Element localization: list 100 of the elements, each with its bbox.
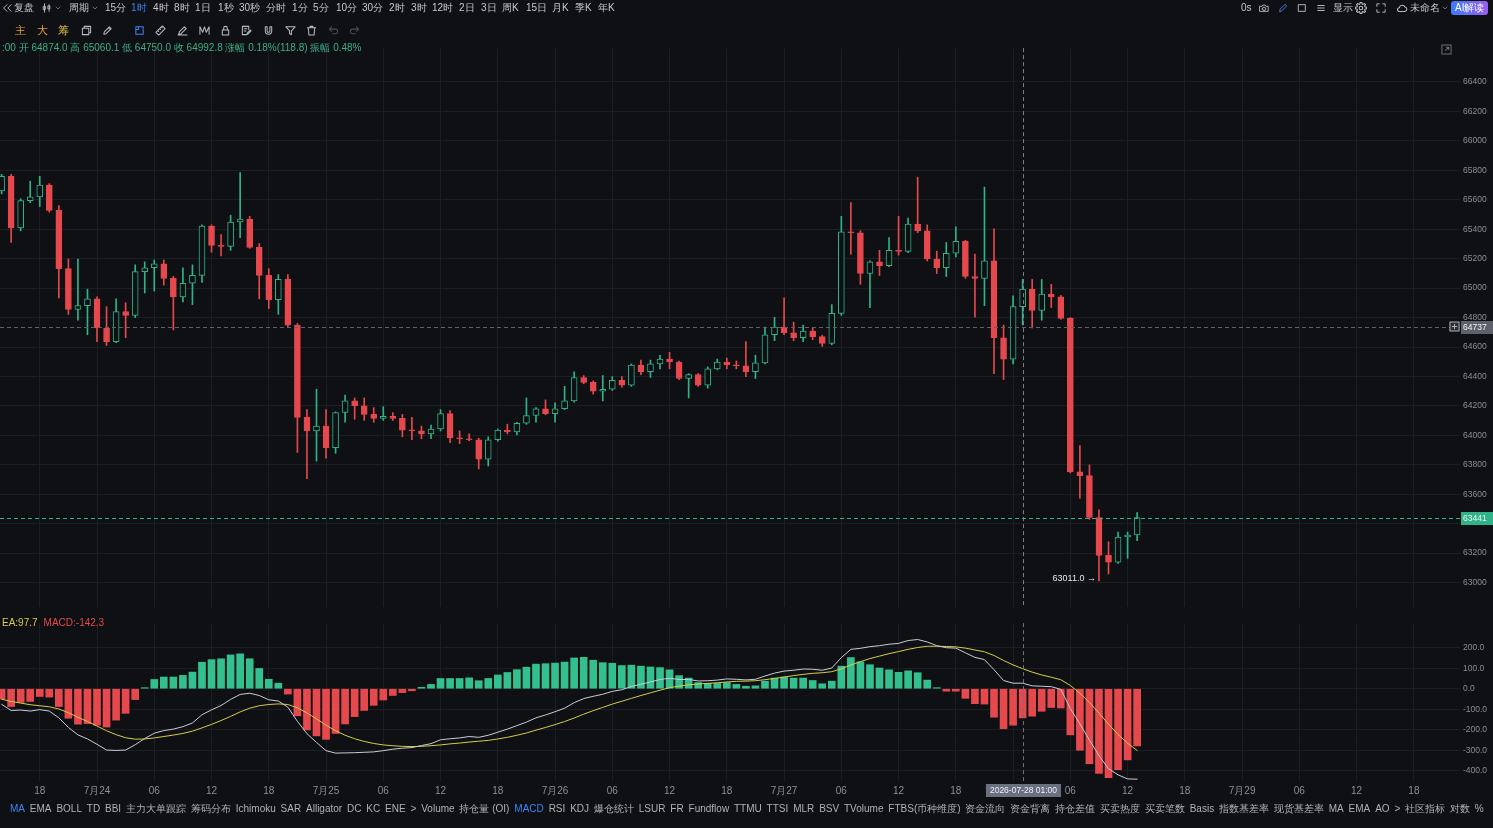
x-tick-label: 7月25: [312, 784, 340, 796]
bar: [341, 688, 349, 725]
text: 2时: [389, 2, 405, 14]
text: 季K: [575, 2, 592, 14]
text: 15日: [526, 2, 548, 14]
bar: [207, 659, 216, 689]
text: AI解读: [1451, 1, 1489, 15]
bar: [198, 661, 206, 689]
bar: [350, 688, 359, 717]
text: >: [1394, 803, 1401, 815]
candlestick: [971, 253, 979, 318]
text: MA: [1328, 803, 1344, 815]
bar: [856, 661, 865, 689]
bar: [1009, 688, 1017, 726]
text: 指数基差率: [1219, 803, 1270, 815]
bar: [93, 688, 101, 726]
bar: [322, 688, 330, 740]
candlestick: [150, 259, 158, 292]
text: KDJ: [570, 803, 590, 815]
bar: [742, 685, 750, 689]
text: RSI: [548, 803, 566, 815]
bar: [885, 669, 893, 689]
y-tick-label: 200.0: [1463, 642, 1485, 653]
text: 对数: [1450, 803, 1470, 815]
text: 筹: [58, 23, 69, 37]
bar: [493, 674, 502, 689]
bar: [102, 688, 111, 728]
text: 5分: [313, 2, 329, 14]
text: MACD: [514, 803, 544, 815]
text: 2日: [459, 2, 475, 14]
bar: [656, 667, 664, 689]
x-tick-label: 12: [893, 784, 905, 796]
x-tick-label: 12: [1122, 784, 1134, 796]
bar: [913, 672, 922, 689]
bar: [1028, 688, 1037, 717]
y-tick-label: 0.0: [1463, 683, 1476, 694]
x-tick-label: 18: [1408, 784, 1420, 796]
bar: [532, 663, 540, 689]
bar: [1114, 688, 1122, 771]
candlestick: [379, 406, 387, 421]
x-tick-label: 06: [148, 784, 161, 796]
x-tick-label: 7月26: [541, 784, 569, 796]
x-tick-label: 06: [1293, 784, 1306, 796]
bar: [1076, 688, 1084, 751]
y-tick-label: 65000: [1463, 282, 1487, 293]
x-tick-label: 7月29: [1228, 784, 1256, 796]
text: TD: [86, 803, 101, 815]
text: 社区指标: [1405, 803, 1446, 815]
y-tick-label: 63000: [1463, 576, 1487, 587]
text: 12时: [432, 2, 454, 14]
text: MLR: [793, 803, 815, 815]
y-tick-label: 65600: [1463, 194, 1487, 205]
x-tick-label: 18: [1179, 784, 1191, 796]
text: 持仓量 (OI): [459, 803, 510, 815]
bar: [465, 677, 473, 689]
y-tick-label: 63800: [1463, 459, 1487, 470]
bar: [284, 688, 292, 695]
text: 周期: [69, 2, 89, 14]
bar: [551, 662, 559, 689]
text: DC: [347, 803, 362, 815]
candlestick: [599, 375, 607, 402]
bar: [179, 675, 187, 689]
bar: [389, 688, 397, 696]
bar: [894, 671, 903, 689]
text: 3日: [481, 2, 497, 14]
text: 1时: [131, 2, 147, 14]
candlestick: [847, 202, 855, 255]
bar: [513, 669, 521, 689]
bar: [303, 688, 311, 731]
bar: [637, 665, 645, 689]
bar: [131, 688, 140, 700]
bar: [618, 665, 626, 689]
bar: [455, 678, 464, 689]
bar: [1095, 688, 1103, 774]
candlestick: [141, 261, 149, 294]
text: 资金流向: [965, 803, 1006, 815]
x-tick-label: 06: [606, 784, 619, 796]
bar: [722, 682, 731, 689]
candlestick: [551, 402, 559, 423]
bar: [761, 680, 769, 689]
bar: [990, 688, 998, 718]
y-tick-label: 66200: [1463, 105, 1487, 116]
y-tick-label: 65400: [1463, 223, 1487, 234]
bar: [961, 688, 970, 699]
x-tick-label: 06: [835, 784, 848, 796]
text: 复盘: [14, 2, 34, 14]
y-tick-label: -300.0: [1463, 744, 1488, 755]
text: 买卖笔数: [1144, 803, 1185, 815]
y-tick-label: 65200: [1463, 253, 1487, 264]
ref-line-label: 63441: [1463, 512, 1487, 523]
y-tick-label: 64400: [1463, 370, 1487, 381]
text: SAR: [280, 803, 302, 815]
text: 年K: [598, 2, 615, 14]
bar: [522, 666, 531, 689]
text: >: [410, 803, 417, 815]
text: Volume: [421, 803, 455, 815]
bar: [751, 685, 760, 689]
x-tick-label: 06: [1064, 784, 1077, 796]
text: BBI: [105, 803, 122, 815]
text: 1分: [292, 2, 308, 14]
